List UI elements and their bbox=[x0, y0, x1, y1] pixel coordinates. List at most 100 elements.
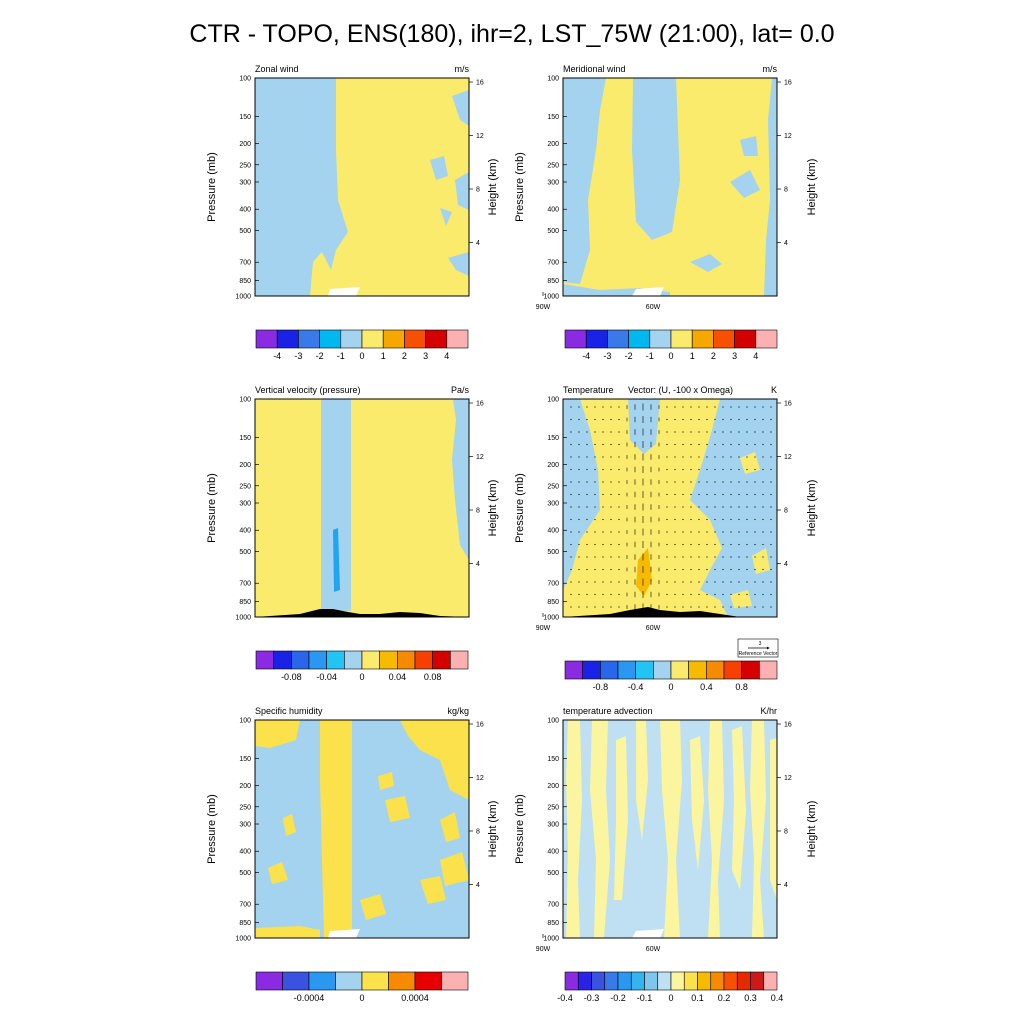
colorbar-swatch bbox=[600, 660, 619, 680]
wind-vector bbox=[698, 568, 700, 571]
wind-vector bbox=[698, 406, 700, 408]
wind-vector bbox=[770, 543, 772, 546]
panel-title: Zonal wind bbox=[255, 64, 299, 74]
height-tick-label: 8 bbox=[476, 508, 480, 515]
colorbar-swatch bbox=[710, 971, 725, 991]
wind-vector bbox=[578, 418, 580, 421]
wind-vector bbox=[714, 418, 716, 421]
wind-vector bbox=[738, 493, 740, 496]
colorbar-label: 0.04 bbox=[389, 672, 407, 682]
colorbar-swatch bbox=[683, 971, 698, 991]
wind-vector bbox=[722, 468, 724, 471]
panel-title: Specific humidity bbox=[255, 706, 323, 716]
wind-vector bbox=[738, 468, 740, 471]
colorbar-swatch bbox=[723, 971, 738, 991]
panel-title: Vertical velocity (pressure) bbox=[255, 385, 361, 395]
pressure-tick-label: 100 bbox=[547, 76, 559, 83]
wind-vector bbox=[730, 468, 732, 471]
wind-vector bbox=[730, 481, 732, 483]
wind-vector bbox=[722, 506, 724, 508]
wind-vector bbox=[618, 431, 620, 433]
wind-vector bbox=[706, 468, 708, 471]
wind-vector bbox=[770, 581, 772, 583]
wind-vector bbox=[666, 606, 668, 608]
wind-vector bbox=[586, 581, 588, 583]
wind-vector bbox=[618, 606, 620, 608]
wind-vector bbox=[722, 518, 724, 521]
wind-vector bbox=[618, 531, 620, 533]
colorbar-swatch bbox=[340, 329, 363, 349]
wind-vector bbox=[674, 431, 676, 433]
height-axis-label: Height (km) bbox=[487, 480, 499, 537]
wind-vector bbox=[674, 581, 676, 583]
wind-vector bbox=[610, 418, 612, 421]
pressure-axis-label: Pressure (mb) bbox=[206, 794, 218, 864]
colorbar-swatch bbox=[644, 971, 659, 991]
wind-vector bbox=[618, 543, 620, 546]
colorbar: -0.08 -0.04 0 0.04 0.08 bbox=[255, 650, 469, 682]
wind-vector bbox=[690, 606, 692, 608]
colorbar-swatch bbox=[763, 971, 778, 991]
height-tick-label: 4 bbox=[784, 561, 788, 568]
wind-vector bbox=[762, 606, 764, 608]
pressure-tick-label: 850 bbox=[547, 599, 559, 606]
wind-vector bbox=[602, 531, 604, 533]
wind-vector bbox=[730, 456, 732, 458]
pressure-axis-label: Pressure (mb) bbox=[206, 473, 218, 543]
panel-units: K bbox=[771, 385, 777, 395]
pressure-tick-label: 1000 bbox=[235, 294, 251, 301]
colorbar-swatch bbox=[604, 971, 619, 991]
wind-vector bbox=[706, 443, 708, 446]
wind-vector bbox=[746, 556, 748, 558]
wind-vector bbox=[754, 543, 756, 546]
colorbar-swatch bbox=[649, 329, 672, 349]
reference-vector-box: 3 Reference Vector bbox=[737, 638, 779, 658]
wind-vector bbox=[610, 556, 612, 558]
colorbar-label: -2 bbox=[625, 351, 633, 361]
wind-vector bbox=[578, 493, 580, 496]
wind-vector bbox=[618, 506, 620, 508]
wind-vector bbox=[770, 431, 772, 433]
wind-vector bbox=[666, 456, 668, 458]
wind-vector bbox=[714, 581, 716, 583]
wind-vector bbox=[722, 443, 724, 446]
wind-vector bbox=[674, 593, 676, 596]
wind-vector bbox=[746, 581, 748, 583]
height-tick-label: 12 bbox=[476, 133, 484, 140]
pressure-tick-label: 700 bbox=[547, 581, 559, 588]
wind-vector bbox=[706, 606, 708, 608]
wind-vector bbox=[578, 456, 580, 458]
wind-vector bbox=[594, 568, 596, 571]
wind-vector bbox=[730, 443, 732, 446]
colorbar-swatch bbox=[441, 971, 469, 991]
wind-vector bbox=[770, 556, 772, 558]
wind-vector bbox=[706, 531, 708, 533]
height-tick-label: 16 bbox=[784, 401, 792, 408]
wind-vector bbox=[738, 593, 740, 596]
wind-vector bbox=[682, 443, 684, 446]
wind-vector bbox=[746, 481, 748, 483]
height-tick-label: 12 bbox=[784, 775, 792, 782]
colorbar-label: 0.2 bbox=[718, 993, 731, 1003]
colorbar-label: 2 bbox=[402, 351, 407, 361]
wind-vector bbox=[666, 443, 668, 446]
wind-vector bbox=[754, 506, 756, 508]
wind-vector bbox=[618, 418, 620, 421]
wind-vector bbox=[666, 531, 668, 533]
pressure-axis: 100 150 200 250 300 400 500 700 850 1000 bbox=[235, 397, 259, 622]
pressure-tick-label: 500 bbox=[547, 228, 559, 235]
pressure-tick-label: 200 bbox=[239, 783, 251, 790]
wind-vector bbox=[602, 518, 604, 521]
wind-vector bbox=[762, 431, 764, 433]
wind-vector bbox=[770, 568, 772, 571]
wind-vector bbox=[586, 431, 588, 433]
wind-vector bbox=[762, 406, 764, 408]
wind-vector bbox=[714, 406, 716, 408]
wind-vector bbox=[706, 506, 708, 508]
wind-vector bbox=[594, 518, 596, 521]
wind-vector bbox=[586, 443, 588, 446]
wind-vector bbox=[586, 556, 588, 558]
wind-vector bbox=[570, 606, 572, 608]
wind-vector bbox=[602, 406, 604, 408]
height-tick-label: 16 bbox=[784, 80, 792, 87]
